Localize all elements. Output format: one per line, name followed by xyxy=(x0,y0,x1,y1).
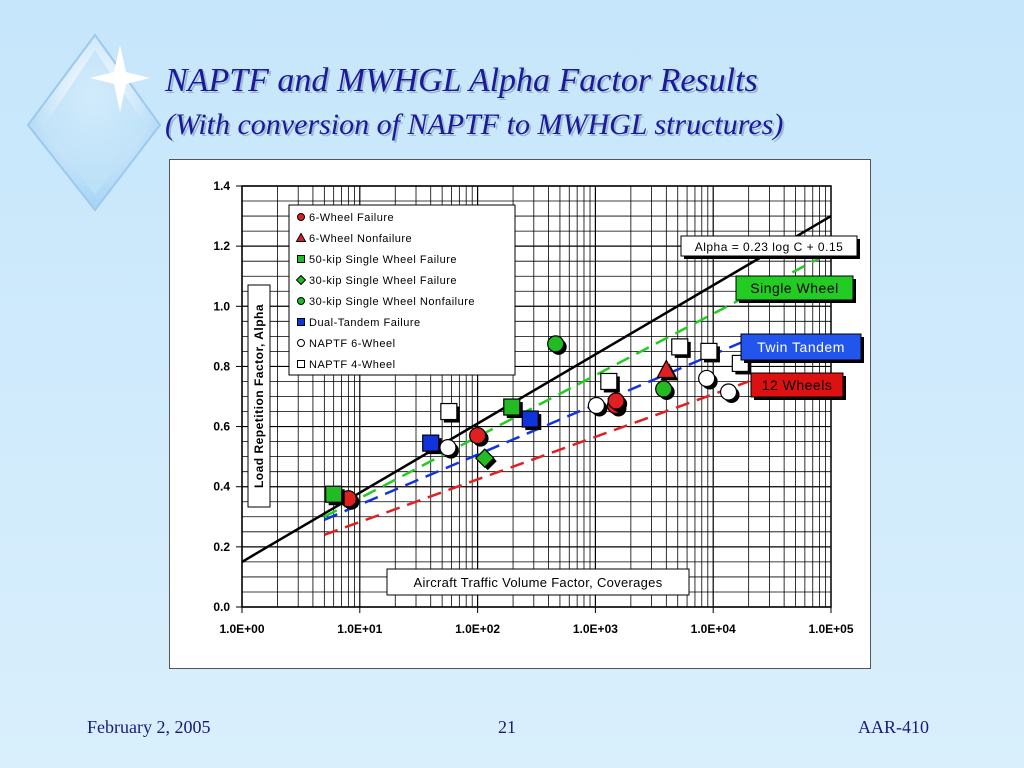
equation-label-box xyxy=(680,235,858,257)
naptf-4-wheel-point xyxy=(600,372,618,391)
naptf-4-wheel-point xyxy=(671,338,689,356)
footer-date: February 2, 2005 xyxy=(87,717,211,737)
footer-code: AAR-410 xyxy=(858,717,929,737)
slide-title: NAPTF and MWHGL Alpha Factor Results xyxy=(165,62,758,99)
legend-label: Dual-Tandem Failure xyxy=(309,317,421,329)
twelve-wheels-label: 12 Wheels xyxy=(750,372,846,400)
x-tick-label: 1.0E+05 xyxy=(808,622,853,636)
legend-label: 50-kip Single Wheel Failure xyxy=(309,254,457,266)
legend-swatch xyxy=(297,360,305,368)
x-tick-label: 1.0E+01 xyxy=(337,622,382,636)
legend-swatch xyxy=(297,339,305,347)
12-wheels-trend-line xyxy=(323,380,750,537)
6-wheel-failure-point xyxy=(469,426,487,445)
dual-tandem-failure-point xyxy=(521,410,539,428)
y-tick-label: 1.2 xyxy=(213,239,230,253)
legend-label: 6-Wheel Failure xyxy=(309,212,394,224)
y-tick-label: 0.0 xyxy=(213,600,230,614)
6-wheel-failure-point xyxy=(607,392,625,410)
equation-label-text: Alpha = 0.23 log C + 0.15 xyxy=(695,240,844,254)
naptf-6-wheel-point xyxy=(698,369,716,388)
30-kip-single-wheel-nonfailure-point xyxy=(547,335,565,353)
50-kip-single-wheel-failure-point xyxy=(325,485,343,503)
legend-swatch xyxy=(297,255,305,263)
x-tick-label: 1.0E+03 xyxy=(573,622,618,636)
x-tick-label: 1.0E+04 xyxy=(691,622,736,636)
diamond-star-logo xyxy=(26,33,162,212)
slide-subtitle: (With conversion of NAPTF to MWHGL struc… xyxy=(165,108,784,141)
naptf-4-wheel-point xyxy=(440,402,458,421)
y-axis-label-box xyxy=(247,284,271,508)
footer-page-number: 21 xyxy=(498,717,516,737)
legend-label: 30-kip Single Wheel Nonfailure xyxy=(309,296,475,308)
single-wheel-trend-line xyxy=(323,257,821,518)
x-tick-label: 1.0E+00 xyxy=(219,622,264,636)
twin-tandem-label-box xyxy=(740,333,862,361)
y-tick-label: 0.2 xyxy=(213,540,230,554)
single-wheel-label-text: Single Wheel xyxy=(750,280,839,296)
legend-swatch xyxy=(295,274,307,286)
30-kip-single-wheel-failure-point xyxy=(474,448,495,468)
legend-swatch xyxy=(297,318,305,326)
naptf-6-wheel-point xyxy=(439,439,457,457)
x-axis-label: Aircraft Traffic Volume Factor, Coverage… xyxy=(386,568,690,596)
legend-box xyxy=(288,204,516,376)
x-tick-label: 1.0E+02 xyxy=(455,622,500,636)
y-axis-label: Load Repetition Factor, Alpha xyxy=(247,284,271,508)
dual-tandem-failure-point xyxy=(422,434,440,452)
naptf-6-wheel-point xyxy=(587,396,606,415)
y-axis-label-text: Load Repetition Factor, Alpha xyxy=(252,304,266,488)
y-tick-label: 0.4 xyxy=(213,480,230,494)
single-wheel-label-box xyxy=(735,275,854,301)
legend-swatch xyxy=(297,213,305,221)
twelve-wheels-label-text: 12 Wheels xyxy=(762,377,833,393)
data-markers xyxy=(325,335,752,510)
naptf-6-wheel-point xyxy=(719,383,738,401)
legend-swatch xyxy=(297,297,305,305)
legend-label: 6-Wheel Nonfailure xyxy=(309,233,412,245)
y-tick-label: 0.6 xyxy=(213,420,230,434)
twelve-wheels-label-box xyxy=(750,372,844,398)
legend-label: NAPTF 4-Wheel xyxy=(309,359,396,371)
50-kip-single-wheel-failure-point xyxy=(503,398,521,416)
x-axis-label-box xyxy=(386,568,690,596)
y-tick-label: 1.4 xyxy=(213,179,230,193)
twin-tandem-label-text: Twin Tandem xyxy=(757,339,845,355)
y-tick-label: 1.0 xyxy=(213,299,230,313)
equation-label: Alpha = 0.23 log C + 0.15 xyxy=(680,235,860,259)
legend-label: 30-kip Single Wheel Failure xyxy=(309,275,457,287)
single-wheel-label: Single Wheel xyxy=(735,275,856,303)
30-kip-single-wheel-nonfailure-point xyxy=(655,380,673,398)
alpha-factor-chart: 0.0 0.2 0.4 0.6 0.8 1.0 1.2 1.4 1.0E+00 1.0E+01 1.… xyxy=(213,179,864,636)
legend-swatch xyxy=(295,232,307,242)
legend-label: NAPTF 6-Wheel xyxy=(309,338,396,350)
x-axis-label-text: Aircraft Traffic Volume Factor, Coverage… xyxy=(413,575,662,590)
naptf-4-wheel-point xyxy=(700,342,718,360)
legend: 6-Wheel Failure 6-Wheel Nonfailure 50-kip … xyxy=(288,204,516,376)
twin-tandem-label: Twin Tandem xyxy=(740,333,864,363)
y-tick-label: 0.8 xyxy=(213,359,230,373)
6-wheel-nonfailure-point xyxy=(656,359,677,379)
